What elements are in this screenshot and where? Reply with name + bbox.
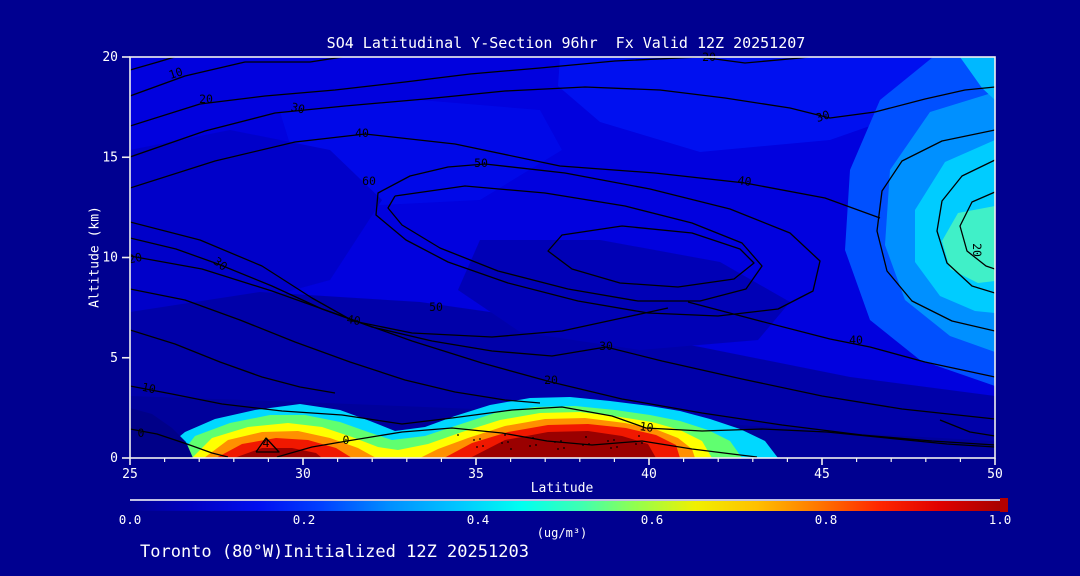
upper-light-band [558,57,945,152]
contour-label: 10 [141,380,158,397]
contour-label: 20 [199,92,213,106]
stipple-dot [610,447,612,449]
x-tick-label: 30 [295,467,311,482]
colorbar-gradient [130,501,1000,511]
contour-label: 30 [814,107,832,125]
colorbar-tick-label: 0.6 [641,512,664,527]
left-mid-shade [130,130,382,312]
contour-label: 40 [346,312,362,328]
colorbar-tick-label: 0.4 [467,512,490,527]
y-tick-label: 10 [102,251,118,266]
contour-label: 50 [429,300,443,314]
contour-line [959,191,995,270]
stipple-dot [507,441,509,443]
contour-line [936,159,995,294]
contour-label: 40 [355,126,369,140]
stipple-dot [616,446,618,448]
y-tick-label: 0 [110,451,118,466]
stipple-dot [585,436,587,438]
stipple-dot [641,442,643,444]
x-axis-title: Latitude [530,481,594,496]
stipple-dot [501,442,503,444]
contour-line [130,57,347,97]
stipple-dot [638,435,640,437]
top-right-corner-glow [960,57,995,100]
contour-label: 20 [127,250,144,267]
contour-line [387,185,763,302]
x-tick-label: 25 [122,467,138,482]
x-tick-label: 45 [814,467,830,482]
x-tick-label: 35 [468,467,484,482]
contour-line [687,301,995,378]
stipple-dot [504,434,506,436]
stipple-dot [529,445,531,447]
stipple-dot [476,446,478,448]
stipple-dot [563,447,565,449]
contour-line [130,329,336,394]
y-tick-label: 5 [110,351,118,366]
stipple-dot [613,439,615,441]
contour-label: 40 [737,173,753,189]
contour-label: 30 [290,100,307,117]
colorbar-units-label: (ug/m³) [536,526,588,540]
mid-dark-blob [458,240,790,350]
contour-label: 20 [544,373,558,387]
contour-line [130,428,229,458]
contour-line [130,385,995,448]
contour-label: 30 [211,254,231,274]
contour-label: 40 [849,333,863,347]
y-tick-label: 15 [102,150,118,165]
stipple-dot [457,434,459,436]
colorbar-tick-label: 1.0 [989,512,1012,527]
bottom-left-gap [130,408,193,458]
contour-label: 0 [138,426,145,440]
x-tick-label: 50 [987,467,1003,482]
chart-title: SO4 Latitudinal Y-Section 96hr Fx Valid … [326,34,806,52]
y-tick-label: 20 [102,50,118,65]
contour-line [130,133,881,219]
stipple-dot [557,448,559,450]
contour-line [255,437,280,453]
colorbar-tick-label: 0.8 [815,512,838,527]
contour-label: 4 [263,436,270,450]
contour-label: 50 [474,156,488,170]
contour-line [939,419,995,437]
stipple-dot [635,443,637,445]
band-darkred-right [470,431,656,458]
contour-line [876,129,995,332]
contour-label: 10 [639,419,655,435]
x-tick-label: 40 [641,467,657,482]
stipple-dot [479,438,481,440]
contour-label: 0 [343,433,350,447]
contour-line [130,57,814,127]
run-info-text: Toronto (80°W)Initialized 12Z 20251203 [140,542,529,562]
stipple-dot [473,439,475,441]
contour-line [130,237,995,420]
stipple-dot [510,448,512,450]
stipple-dot [535,444,537,446]
y-axis-title: Altitude (km) [87,206,103,308]
colorbar-tick-label: 0.0 [119,512,142,527]
colorbar-end-cap [1000,498,1008,512]
contour-line [547,225,755,288]
right-cyan-core [942,206,995,283]
colorbar-tick-label: 0.2 [293,512,316,527]
stipple-dot [482,445,484,447]
contour-line [130,57,177,71]
contour-line [276,427,758,458]
stipple-dot [560,440,562,442]
stipple-dot [607,440,609,442]
contour-line [130,221,669,338]
contour-label: 30 [599,339,613,353]
contour-line [130,86,995,158]
contour-label: 10 [167,64,185,82]
contour-label: 60 [362,174,376,188]
contour-line [130,288,541,404]
contour-label: 20 [970,243,984,257]
